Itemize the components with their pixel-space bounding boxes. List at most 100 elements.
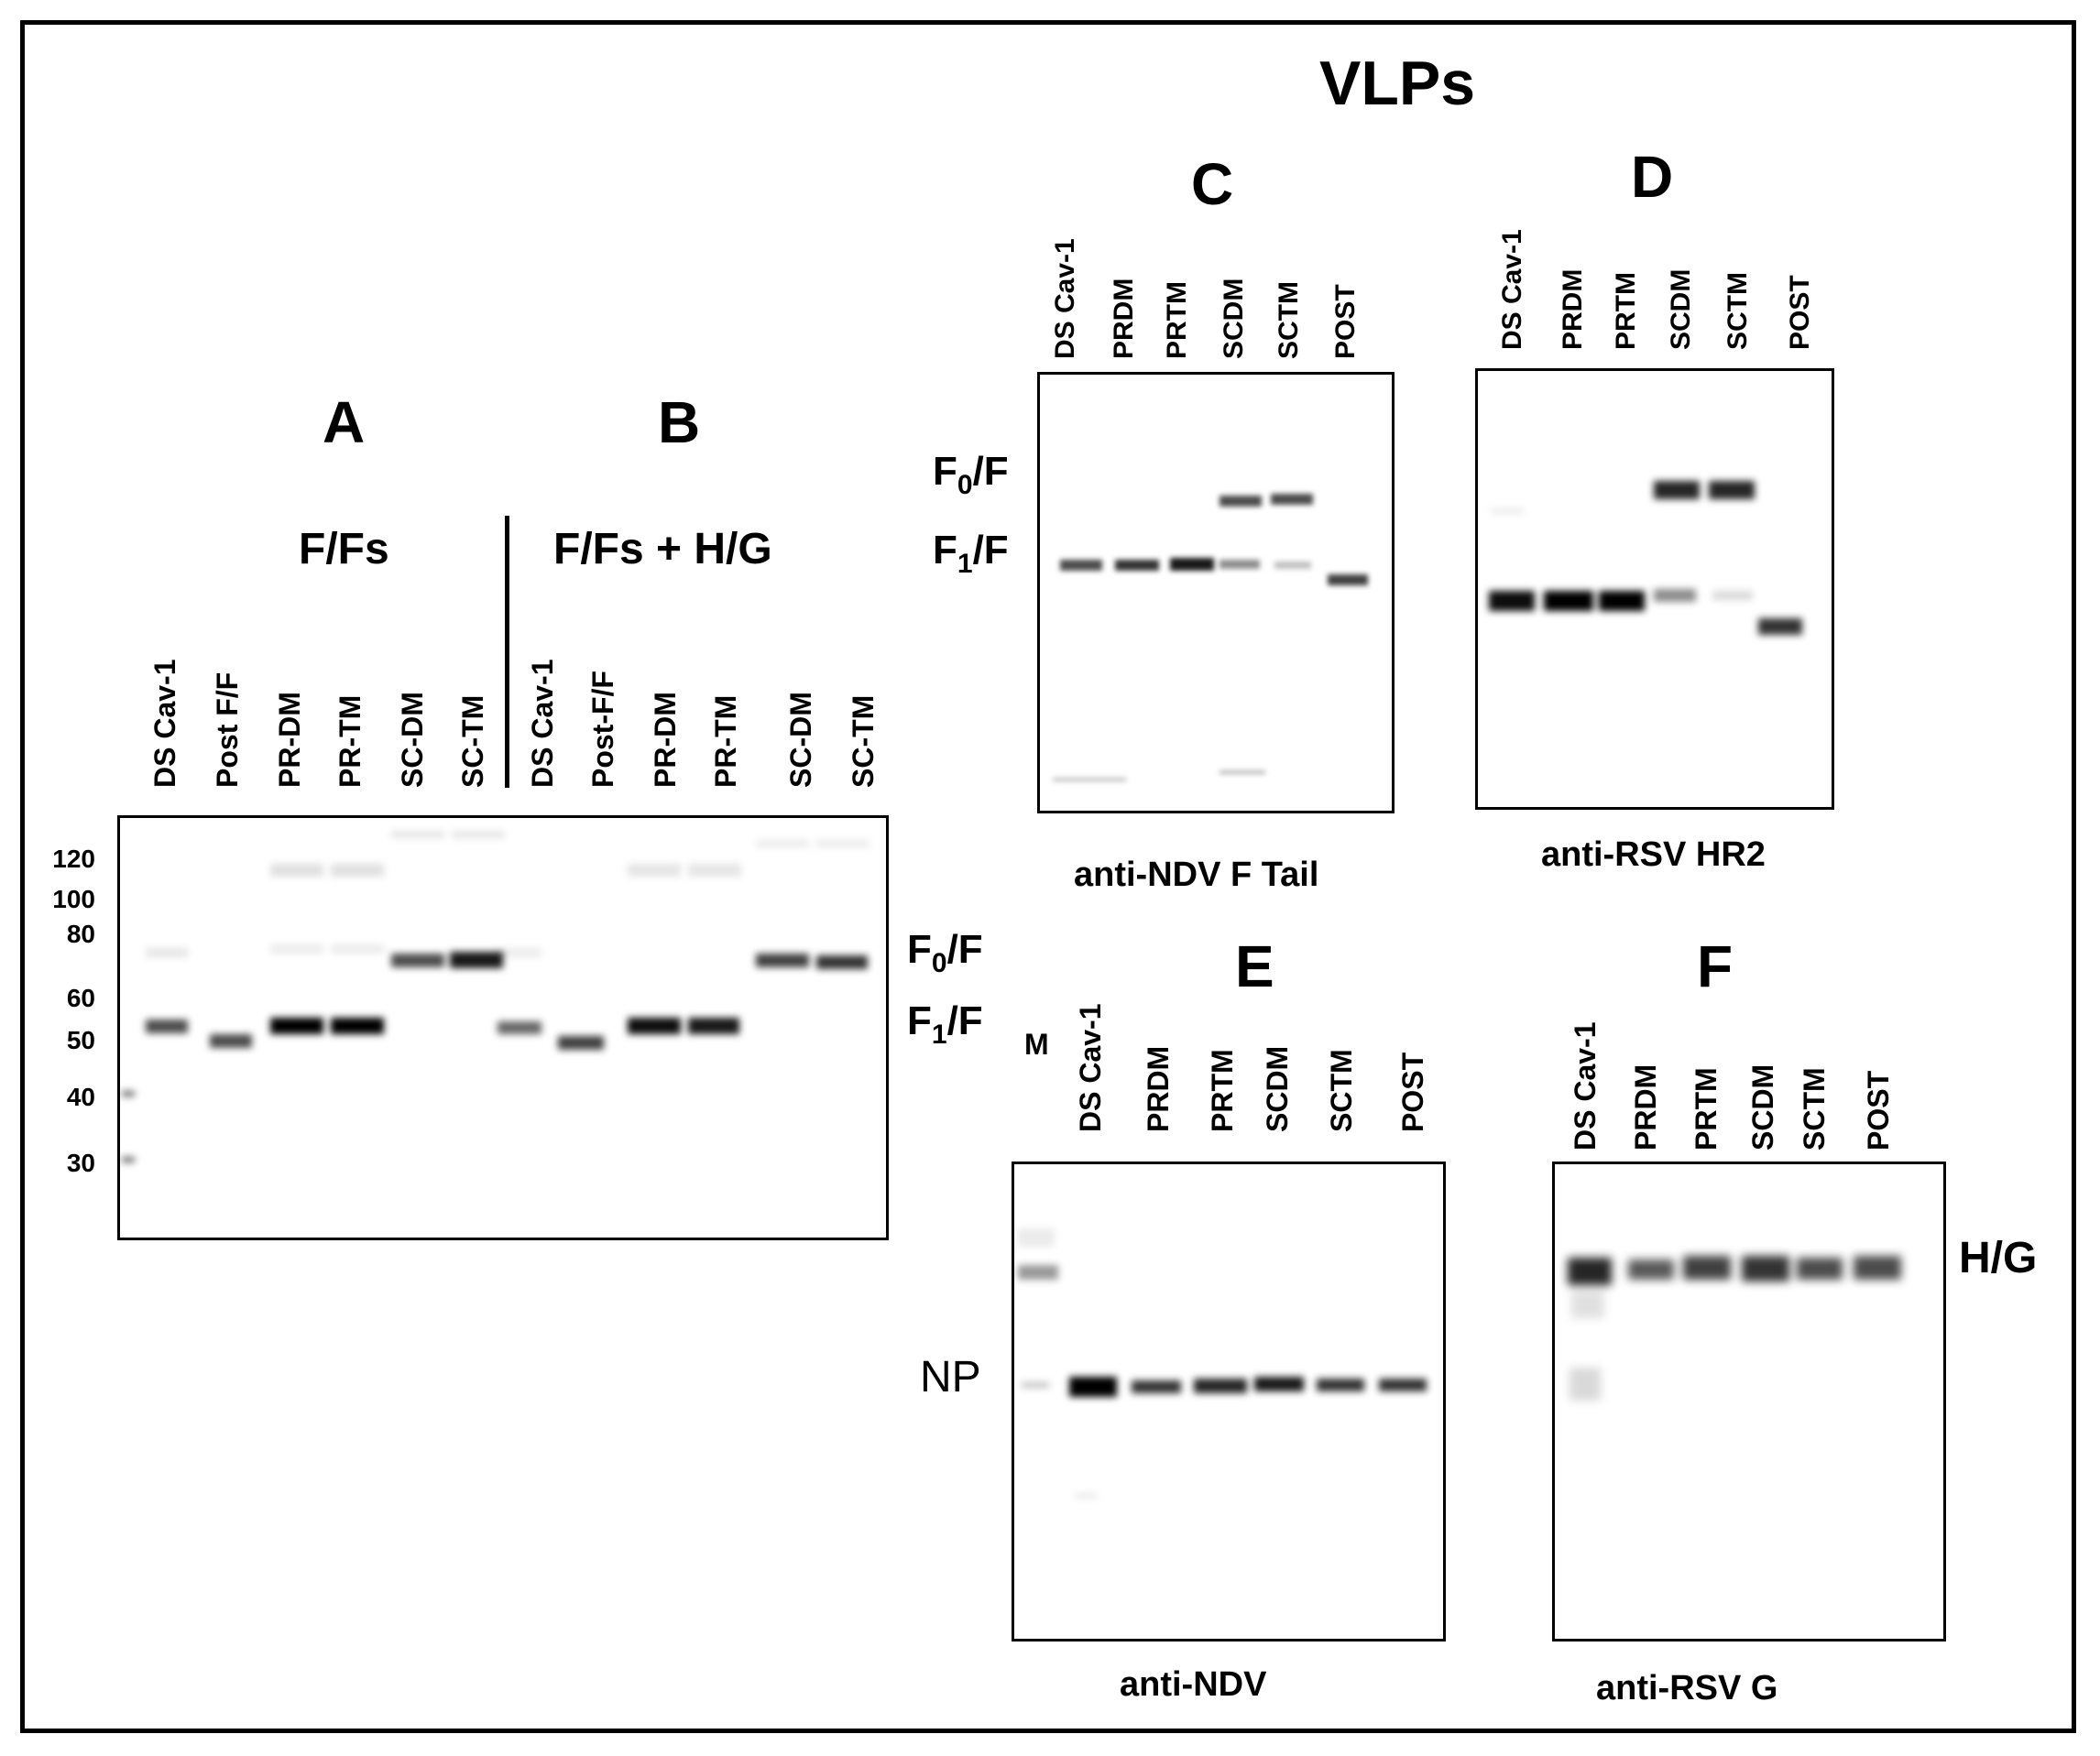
lane-label-d: SCTM — [1723, 272, 1753, 350]
lane-label-a: PR-DM — [273, 692, 306, 788]
lane-label-f: PRTM — [1690, 1067, 1723, 1151]
band — [1742, 1256, 1789, 1282]
band — [1115, 560, 1159, 571]
lane-label-c: SCDM — [1219, 278, 1249, 359]
lane-label-c: SCTM — [1274, 281, 1304, 359]
lane-label-f: PRDM — [1629, 1063, 1662, 1151]
band — [1544, 591, 1593, 611]
ab-divider — [505, 516, 509, 788]
band — [1491, 508, 1524, 514]
panel-f-caption: anti-RSV G — [1596, 1669, 1778, 1707]
band-label-np: NP — [920, 1353, 981, 1402]
band-label-hg: H/G — [1959, 1234, 2038, 1282]
band — [688, 864, 741, 877]
lane-label-f: SCDM — [1746, 1063, 1779, 1151]
lane-label-e: DS Cav-1 — [1074, 1003, 1107, 1133]
panel-b-group-label: F/Fs + H/G — [553, 525, 772, 573]
panel-a-group-label: F/Fs — [299, 525, 389, 573]
band — [1683, 1256, 1731, 1280]
panel-f-letter: F — [1697, 933, 1734, 999]
mw-marker: 50 — [66, 1026, 95, 1054]
band — [331, 864, 384, 877]
lane-label-a: SC-DM — [396, 692, 429, 788]
lane-label-a: DS Cav-1 — [148, 659, 181, 789]
blot-e-bands — [1018, 1228, 1427, 1498]
lane-label-b: DS Cav-1 — [526, 659, 559, 789]
blot-c — [1037, 372, 1395, 813]
panel-d-caption: anti-RSV HR2 — [1541, 835, 1766, 874]
band — [122, 1157, 135, 1162]
band — [270, 1018, 323, 1034]
band — [1599, 591, 1645, 611]
blot-f — [1552, 1162, 1946, 1641]
band — [1220, 560, 1260, 569]
band — [210, 1034, 252, 1048]
band — [270, 944, 323, 954]
lane-label-f: SCTM — [1798, 1067, 1831, 1151]
band — [1018, 1228, 1055, 1247]
lane-label-b: SC-TM — [847, 694, 880, 788]
mw-marker: 80 — [66, 920, 95, 948]
band — [1328, 574, 1368, 585]
band — [1132, 1380, 1181, 1393]
band — [331, 1018, 384, 1034]
figure-frame — [20, 20, 2076, 1733]
blot-d — [1475, 368, 1834, 810]
band — [146, 948, 188, 957]
band — [331, 944, 384, 954]
band — [1709, 481, 1755, 499]
band — [122, 1091, 135, 1096]
lane-label-a: Post F/F — [211, 671, 244, 788]
band — [688, 1018, 739, 1034]
band — [1654, 481, 1700, 499]
label-f1-ab: F1/F — [907, 998, 983, 1050]
lane-label-f: DS Cav-1 — [1569, 1021, 1602, 1151]
mw-marker: 60 — [66, 984, 95, 1012]
band — [1571, 1291, 1604, 1318]
lane-label-a: SC-TM — [456, 694, 489, 788]
band — [1854, 1256, 1901, 1280]
lane-label-d: PRTM — [1611, 272, 1641, 350]
panel-e-marker-label: M — [1024, 1028, 1049, 1061]
lane-label-b: SC-DM — [784, 692, 817, 788]
band — [391, 954, 444, 967]
blot-e — [1012, 1162, 1446, 1641]
band — [1274, 562, 1311, 569]
band — [1568, 1258, 1612, 1285]
band — [1075, 1494, 1097, 1498]
blot-c-bands — [1053, 494, 1368, 781]
panel-e-letter: E — [1235, 933, 1274, 999]
band — [1194, 1379, 1247, 1393]
figure-title: VLPs — [1319, 49, 1476, 118]
band — [756, 954, 809, 967]
band — [1379, 1379, 1427, 1391]
lane-label-e: PRDM — [1142, 1045, 1175, 1132]
band — [270, 864, 323, 877]
band — [1170, 558, 1214, 571]
lane-label-c: PRDM — [1109, 278, 1139, 359]
lane-label-d: DS Cav-1 — [1497, 229, 1527, 350]
lane-label-c: POST — [1330, 284, 1361, 359]
lane-label-e: PRTM — [1206, 1049, 1239, 1132]
lane-label-d: PRDM — [1558, 268, 1588, 350]
band — [1053, 778, 1126, 781]
band — [558, 1036, 604, 1050]
label-f0-ab: F0/F — [907, 927, 983, 978]
band — [1654, 589, 1696, 602]
lane-label-c: DS Cav-1 — [1050, 238, 1080, 359]
panel-d-letter: D — [1631, 144, 1674, 210]
panel-e-caption: anti-NDV — [1120, 1665, 1267, 1704]
band — [1220, 496, 1262, 507]
lane-label-e: POST — [1396, 1052, 1429, 1132]
band — [1570, 1368, 1601, 1401]
blot-ab-bands — [122, 831, 870, 1162]
band — [391, 831, 444, 838]
band — [1758, 618, 1802, 635]
band — [1628, 1260, 1674, 1280]
band — [1489, 591, 1535, 611]
band — [498, 948, 541, 957]
lane-label-c: PRTM — [1162, 281, 1192, 359]
blot-f-bands — [1568, 1256, 1901, 1401]
band — [1254, 1377, 1304, 1391]
band — [450, 952, 503, 968]
